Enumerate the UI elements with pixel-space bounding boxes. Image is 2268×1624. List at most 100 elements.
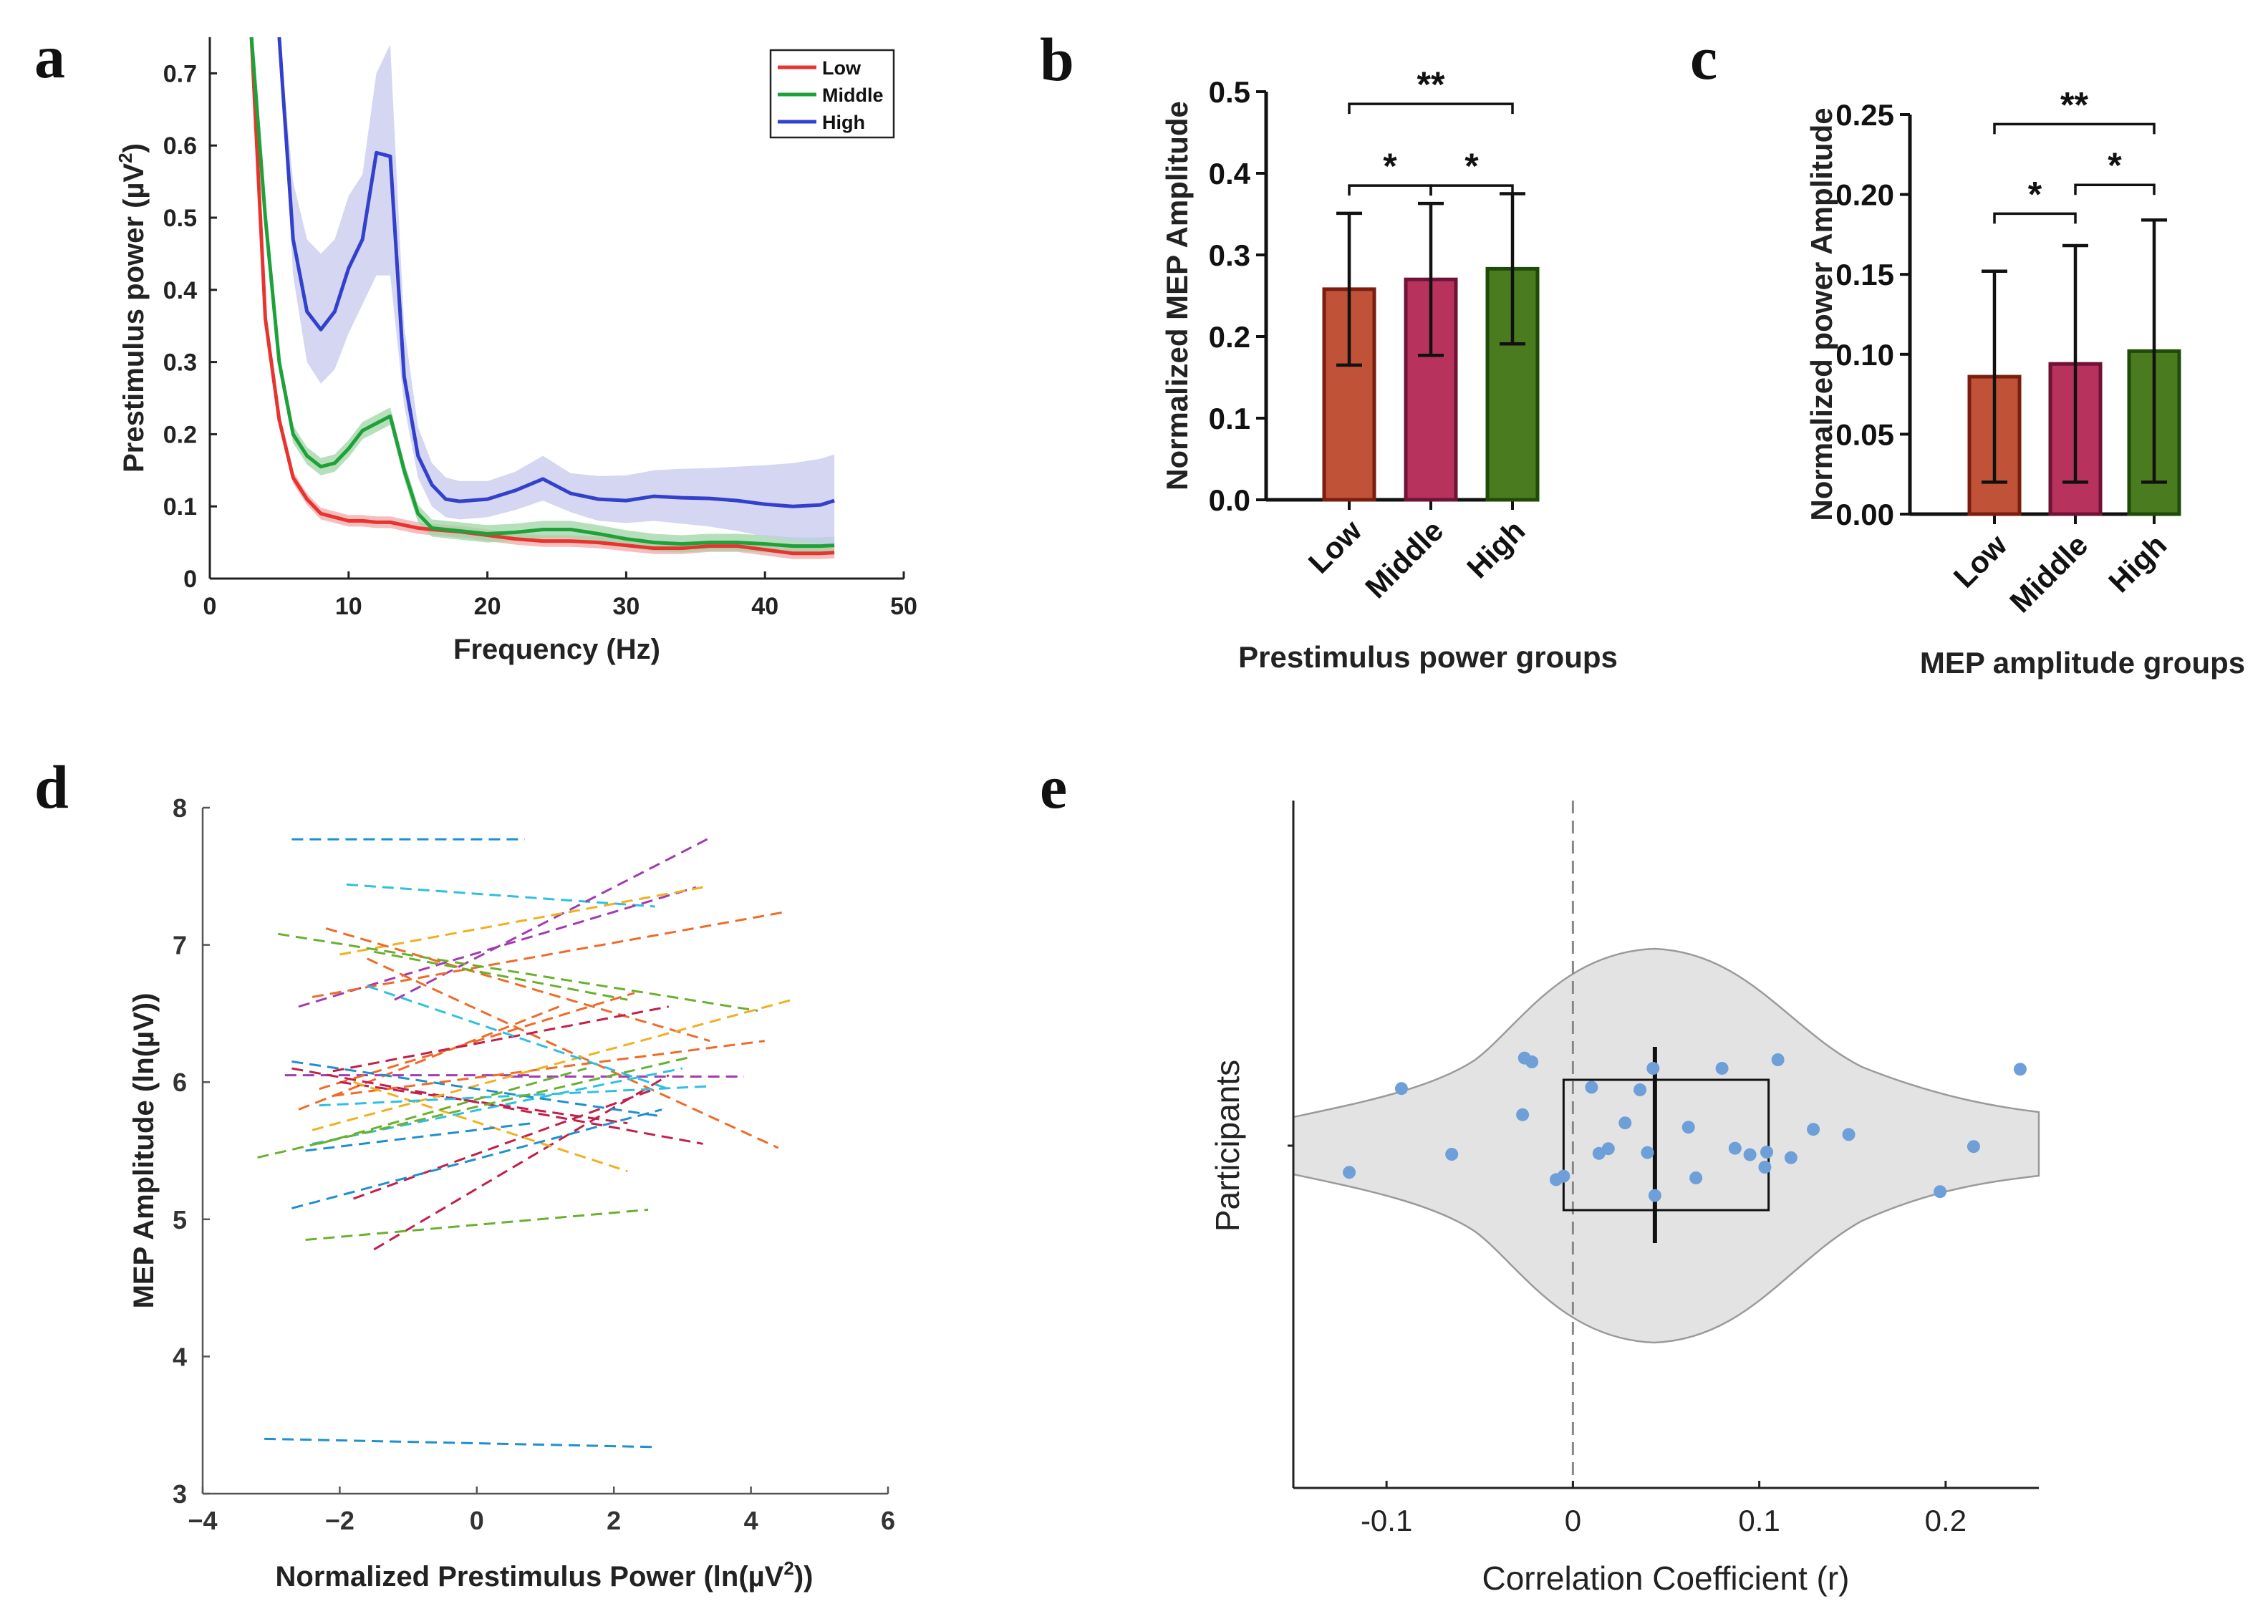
x-axis-title-c: MEP amplitude groups bbox=[1920, 646, 2245, 680]
significance-bracket bbox=[1993, 212, 2077, 224]
data-point bbox=[1689, 1171, 1703, 1184]
y-tick-label-b: 0.0 bbox=[1209, 483, 1250, 517]
regression-line bbox=[367, 985, 670, 1091]
x-axis-title-e: Correlation Coefficient (r) bbox=[1482, 1560, 1849, 1597]
y-tick-label-a: 0.5 bbox=[163, 205, 197, 232]
y-tick-label-a: 0 bbox=[183, 566, 197, 593]
regression-line bbox=[312, 911, 786, 998]
regression-line bbox=[319, 1085, 710, 1107]
significance-bracket bbox=[1348, 184, 1432, 196]
x-tick-label-d: −2 bbox=[325, 1506, 354, 1535]
regression-line bbox=[346, 883, 655, 908]
band-high bbox=[279, 37, 835, 546]
x-tick-label-e: 0.1 bbox=[1738, 1504, 1780, 1537]
x-tick-label-d: −4 bbox=[188, 1506, 217, 1535]
x-tick-label-a: 50 bbox=[890, 593, 917, 620]
x-tick-label-a: 20 bbox=[474, 593, 501, 620]
x-axis-title-d-sup: 2 bbox=[783, 1557, 793, 1579]
data-point bbox=[2013, 1063, 2027, 1076]
data-point bbox=[1601, 1142, 1615, 1156]
x-tick-label-a: 10 bbox=[335, 593, 362, 620]
significance-marker: * bbox=[1383, 146, 1397, 186]
legend-label-high: High bbox=[822, 112, 865, 133]
data-point bbox=[1648, 1189, 1661, 1202]
x-axis-title-d: Normalized Prestimulus Power (ln(µV2)) bbox=[276, 1557, 814, 1592]
significance-marker: * bbox=[2028, 174, 2042, 214]
regression-line bbox=[305, 1208, 649, 1242]
category-label-high: High bbox=[1460, 513, 1531, 584]
y-axis-title-a-sup: 2 bbox=[115, 153, 136, 163]
significance-marker: * bbox=[1464, 146, 1479, 186]
legend-label-low: Low bbox=[822, 57, 862, 79]
category-label-middle: Middle bbox=[2003, 528, 2094, 619]
band-low bbox=[251, 37, 835, 559]
y-tick-label-c: 0.25 bbox=[1835, 98, 1894, 132]
y-axis-title-b: Normalized MEP Amplitude bbox=[1160, 101, 1194, 490]
x-axis-title-d-end: )) bbox=[794, 1561, 814, 1592]
y-tick-label-b: 0.3 bbox=[1209, 238, 1250, 272]
y-tick-label-b: 0.4 bbox=[1209, 157, 1251, 190]
y-tick-label-c: 0.10 bbox=[1835, 338, 1894, 372]
y-tick-label-c: 0.00 bbox=[1835, 498, 1894, 531]
x-tick-label-e: -0.1 bbox=[1361, 1504, 1412, 1537]
regression-line bbox=[332, 1005, 670, 1073]
data-point bbox=[1967, 1140, 1980, 1154]
x-tick-label-d: 0 bbox=[470, 1506, 484, 1535]
regression-line bbox=[332, 1040, 765, 1097]
regression-line bbox=[298, 1005, 560, 1111]
y-tick-label-c: 0.05 bbox=[1835, 417, 1894, 451]
data-point bbox=[1758, 1161, 1772, 1174]
x-axis-title-d-base: Normalized Prestimulus Power (ln(µV bbox=[276, 1561, 784, 1592]
data-point bbox=[1445, 1148, 1459, 1161]
panel-label-a: a bbox=[34, 22, 65, 91]
regression-line bbox=[312, 1067, 683, 1145]
data-point bbox=[1585, 1081, 1598, 1094]
y-tick-label-b: 0.1 bbox=[1209, 402, 1250, 435]
regression-line bbox=[325, 927, 710, 1043]
category-label-high: High bbox=[2102, 528, 2173, 599]
y-tick-label-a: 0.7 bbox=[163, 60, 197, 87]
regression-line bbox=[291, 1067, 703, 1145]
panel-label-b: b bbox=[1040, 25, 1074, 94]
data-point bbox=[1760, 1146, 1774, 1159]
data-point bbox=[1771, 1053, 1785, 1066]
category-label-low: Low bbox=[1302, 513, 1369, 580]
significance-marker: ** bbox=[2060, 84, 2088, 125]
x-tick-label-e: 0.2 bbox=[1925, 1504, 1967, 1537]
plot-area-a bbox=[249, 37, 835, 559]
chart-e-correlation-violin: -0.1 0 0.1 0.2 Correlation Coefficient (r) Pa… bbox=[1209, 801, 2040, 1597]
significance-bracket bbox=[1993, 122, 2156, 135]
y-axis-title-a: Prestimulus power (µV2) bbox=[115, 143, 150, 473]
y-axis-title-d: MEP Amplitude (ln(µV)) bbox=[128, 993, 160, 1309]
regression-line bbox=[264, 1437, 655, 1449]
y-tick-label-d: 4 bbox=[173, 1342, 187, 1371]
significance-bracket bbox=[1348, 102, 1514, 115]
data-point bbox=[1618, 1116, 1632, 1130]
regression-line bbox=[305, 1122, 532, 1152]
regression-line bbox=[373, 950, 628, 1001]
y-tick-label-d: 3 bbox=[173, 1479, 187, 1509]
data-point bbox=[1842, 1128, 1856, 1141]
data-point bbox=[1784, 1151, 1797, 1164]
regression-line bbox=[394, 836, 710, 1001]
regression-line bbox=[291, 1060, 662, 1118]
regression-line bbox=[291, 1108, 662, 1209]
data-point bbox=[1646, 1062, 1660, 1075]
y-tick-label-a: 0.1 bbox=[163, 493, 197, 521]
x-tick-label-a: 40 bbox=[751, 593, 778, 620]
regression-line bbox=[367, 957, 779, 1149]
y-tick-label-d: 6 bbox=[173, 1068, 187, 1097]
significance-marker: * bbox=[2108, 145, 2122, 185]
panel-label-d: d bbox=[34, 753, 69, 821]
regression-line bbox=[339, 1081, 628, 1125]
violin bbox=[1292, 947, 2040, 1344]
y-tick-label-c: 0.15 bbox=[1835, 258, 1894, 291]
data-point bbox=[1343, 1166, 1356, 1179]
y-axis-title-a-base: Prestimulus power (µV bbox=[118, 163, 150, 473]
y-axis-title-e: Participants bbox=[1209, 1060, 1246, 1232]
significance-marker: ** bbox=[1417, 64, 1445, 105]
data-point bbox=[1743, 1148, 1757, 1161]
regression-line bbox=[298, 886, 697, 1008]
panel-label-c: c bbox=[1690, 24, 1717, 92]
